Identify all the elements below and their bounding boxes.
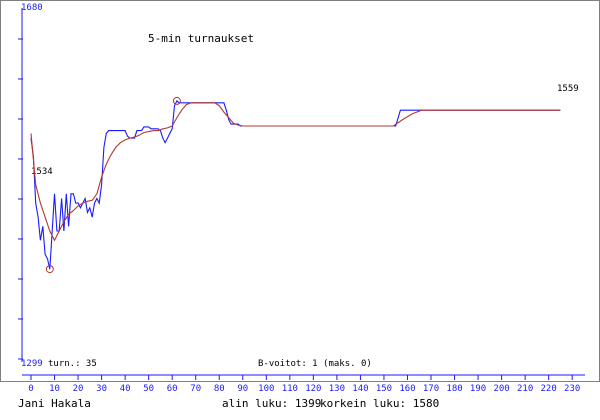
x-tick-label: 0 bbox=[28, 384, 33, 394]
x-ticks: 0 10 20 30 40 50 60 70 80 90 100 110 120 130 140 150 160… bbox=[28, 375, 580, 394]
x-tick-label: 210 bbox=[517, 384, 533, 394]
y-top-label: 1680 bbox=[21, 3, 43, 13]
x-tick-label: 120 bbox=[305, 384, 321, 394]
low-point-marker bbox=[45, 265, 54, 274]
x-tick-label: 130 bbox=[329, 384, 345, 394]
player-name: Jani Hakala bbox=[18, 397, 91, 410]
x-tick-label: 50 bbox=[143, 384, 154, 394]
high-rating-label: korkein luku: 1580 bbox=[320, 397, 439, 410]
low-rating-label: alin luku: 1399 bbox=[222, 397, 321, 410]
x-tick-label: 200 bbox=[493, 384, 509, 394]
x-tick-label: 90 bbox=[237, 384, 248, 394]
x-tick-label: 100 bbox=[258, 384, 274, 394]
x-tick-label: 10 bbox=[49, 384, 60, 394]
x-tick-label: 230 bbox=[564, 384, 580, 394]
x-tick-label: 80 bbox=[214, 384, 225, 394]
x-tick-label: 150 bbox=[376, 384, 392, 394]
x-tick-label: 60 bbox=[167, 384, 178, 394]
x-tick-label: 110 bbox=[282, 384, 298, 394]
x-tick-label: 160 bbox=[399, 384, 415, 394]
y-bottom-label: 1299 bbox=[21, 359, 43, 369]
x-tick-label: 180 bbox=[446, 384, 462, 394]
high-point-marker bbox=[172, 96, 181, 105]
x-tick-label: 140 bbox=[352, 384, 368, 394]
chart-frame bbox=[0, 0, 600, 382]
x-tick-label: 220 bbox=[541, 384, 557, 394]
x-tick-label: 70 bbox=[190, 384, 201, 394]
series-layer bbox=[30, 100, 561, 270]
x-tick-label: 170 bbox=[423, 384, 439, 394]
bvoitot-label: B-voitot: 1 (maks. 0) bbox=[258, 359, 372, 369]
end-rating-label: 1559 bbox=[557, 84, 579, 94]
turn-label: turn.: 35 bbox=[48, 359, 97, 369]
x-tick-label: 30 bbox=[96, 384, 107, 394]
start-rating-label: 1534 bbox=[31, 167, 53, 177]
y-ticks bbox=[18, 38, 23, 360]
x-tick-label: 20 bbox=[73, 384, 84, 394]
x-tick-label: 40 bbox=[120, 384, 131, 394]
average-series-line bbox=[30, 102, 561, 242]
x-tick-label: 190 bbox=[470, 384, 486, 394]
chart-title: 5-min turnaukset bbox=[148, 32, 254, 45]
marker-layer bbox=[45, 96, 181, 274]
